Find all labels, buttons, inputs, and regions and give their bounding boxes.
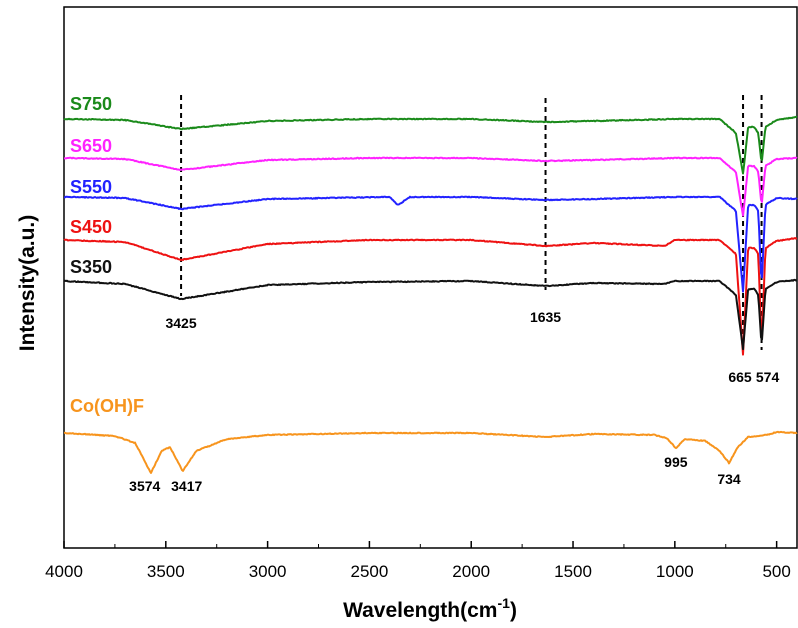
series-label-s450: S450 — [70, 217, 112, 237]
x-axis-title-main: Wavelength(cm — [343, 599, 497, 622]
peak-label-734: 734 — [717, 471, 741, 487]
x-tick-label-500: 500 — [762, 562, 790, 581]
series-line-s650 — [64, 156, 798, 217]
peak-labels: 3425 1635 665 574 3574 3417 995 734 — [129, 309, 779, 494]
x-axis-title-sup: -1 — [497, 595, 510, 611]
peak-label-665: 665 — [728, 369, 752, 385]
peak-label-574: 574 — [756, 369, 780, 385]
x-axis-title: Wavelength(cm-1) — [343, 595, 517, 622]
x-tick-label-1500: 1500 — [554, 562, 592, 581]
x-tick-label-1000: 1000 — [656, 562, 694, 581]
series-label-co-oh-f: Co(OH)F — [70, 396, 144, 416]
peak-label-3574: 3574 — [129, 478, 160, 494]
series-line-s450 — [63, 237, 798, 356]
x-tick-label-3000: 3000 — [249, 562, 287, 581]
series-label-s750: S750 — [70, 94, 112, 114]
x-axis-ticks: 4000 3500 3000 2500 2000 1500 1000 500 — [45, 541, 791, 581]
peak-label-3417: 3417 — [171, 478, 202, 494]
x-tick-label-3500: 3500 — [147, 562, 185, 581]
reference-lines — [180, 95, 763, 350]
series-line-s350 — [63, 278, 798, 351]
series-line-s750 — [63, 115, 798, 175]
peak-label-1635: 1635 — [530, 309, 561, 325]
y-axis-title: Intensity(a.u.) — [16, 215, 39, 352]
x-tick-label-2000: 2000 — [452, 562, 490, 581]
series-label-s550: S550 — [70, 177, 112, 197]
series-label-s650: S650 — [70, 136, 112, 156]
series-label-s350: S350 — [70, 257, 112, 277]
plot-frame — [63, 6, 798, 549]
peak-label-995: 995 — [664, 454, 688, 470]
x-tick-label-4000: 4000 — [45, 562, 83, 581]
series-line-co-oh-f — [63, 430, 798, 474]
series-line-s550 — [63, 195, 798, 293]
x-axis-title-end: ) — [510, 599, 517, 622]
series-labels: S750 S650 S550 S450 S350 Co(OH)F — [70, 94, 144, 416]
peak-label-3425: 3425 — [165, 315, 196, 331]
series-layer — [63, 115, 798, 474]
x-tick-label-2500: 2500 — [351, 562, 389, 581]
